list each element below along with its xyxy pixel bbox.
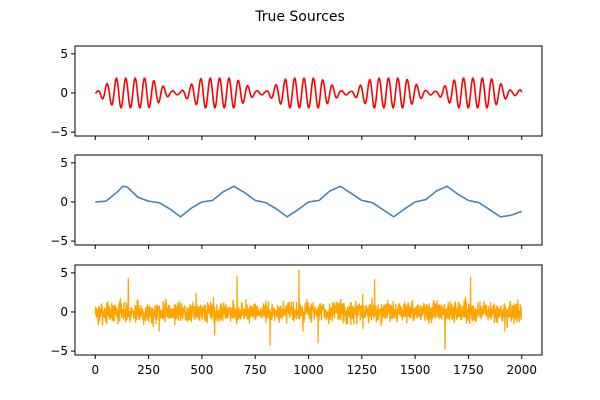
p3-series-line-group [94, 269, 523, 350]
p2-ytick-label: 5 [60, 156, 68, 170]
p3-ytick-label: 0 [60, 305, 68, 319]
p3-ytick-label: −5 [50, 344, 68, 358]
p1-ticks: 5 0 −5 [50, 47, 523, 140]
p2-series-line [95, 185, 523, 218]
p1-series-line-group [95, 77, 523, 109]
p1-ytick-label: 5 [60, 47, 68, 61]
p3-xtick-label: 1750 [453, 363, 484, 377]
p2-ticks: 5 0 −5 [50, 156, 523, 249]
p2-ytick-label: 0 [60, 195, 68, 209]
figure-title: True Sources [254, 9, 345, 25]
p3-xtick-label: 250 [137, 363, 160, 377]
p3-series-line [94, 269, 523, 350]
p1-ytick-label: 0 [60, 86, 68, 100]
subplot-3: 5 0 −5 0 250 500 750 1000 1250 1500 1750 2000 [50, 264, 543, 377]
p3-xtick-label: 750 [244, 363, 267, 377]
p3-xtick-label: 1250 [347, 363, 378, 377]
p3-xtick-label: 1500 [400, 363, 431, 377]
p3-xtick-label: 0 [91, 363, 99, 377]
p2-series-line-group [95, 185, 523, 218]
p3-xtick-label: 2000 [506, 363, 537, 377]
subplot-2: 5 0 −5 [50, 154, 543, 249]
p3-xtick-label: 1000 [293, 363, 324, 377]
p1-ytick-label: −5 [50, 125, 68, 139]
p1-series-line [95, 77, 523, 109]
p2-ytick-label: −5 [50, 234, 68, 248]
p3-xtick-label: 500 [190, 363, 213, 377]
p3-ytick-label: 5 [60, 266, 68, 280]
subplot-1: 5 0 −5 [50, 45, 543, 140]
p3-ticks: 5 0 −5 0 250 500 750 1000 1250 1500 1750 2000 [50, 266, 537, 377]
